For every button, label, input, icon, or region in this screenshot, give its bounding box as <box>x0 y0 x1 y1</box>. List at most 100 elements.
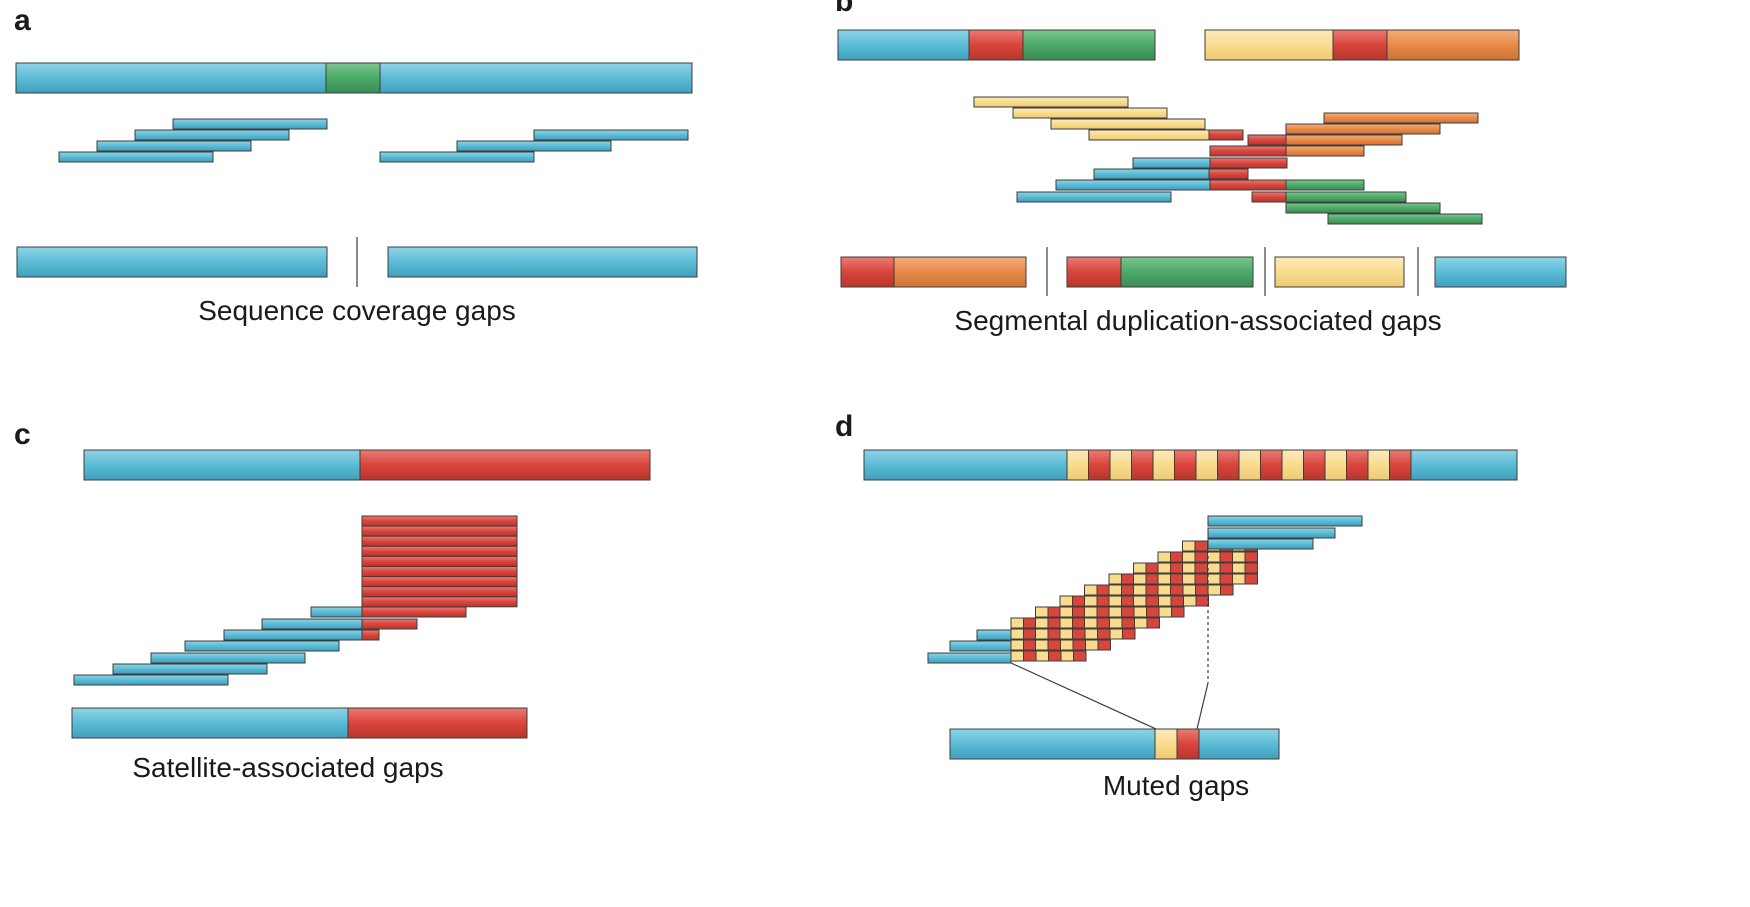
repeat-yellow-segment <box>1324 449 1347 481</box>
satellite-read <box>361 555 518 567</box>
repeat-orange-segment <box>1285 134 1403 146</box>
repeat-red-segment <box>1097 628 1111 640</box>
panel-a-graphics <box>15 62 698 287</box>
unique-sequence-segment <box>150 652 306 664</box>
repeat-yellow-segment <box>1232 551 1246 563</box>
repeat-yellow-segment <box>1108 606 1122 618</box>
satellite-read <box>361 566 518 577</box>
unique-sequence-segment <box>1410 449 1518 481</box>
repeat-red-segment <box>1244 562 1258 574</box>
repeat-red-segment <box>1208 168 1249 180</box>
sequencing-read <box>379 151 535 163</box>
unique-sequence-segment <box>1132 157 1211 169</box>
repeat-red-segment <box>1170 551 1184 563</box>
repeat-red-segment <box>1194 540 1208 552</box>
assembled-contig <box>71 707 528 739</box>
unique-sequence-segment <box>1055 179 1211 191</box>
unique-sequence-segment <box>927 652 1012 664</box>
collapse-connector-right <box>1196 682 1209 730</box>
repeat-yellow-segment <box>1010 617 1024 629</box>
unique-sequence-segment <box>949 728 1156 760</box>
repeat-yellow-segment <box>1207 584 1221 596</box>
repeat-yellow-segment <box>1010 639 1024 651</box>
unique-sequence-segment <box>837 29 970 61</box>
repeat-red-segment <box>1145 595 1159 607</box>
panel-b-letter: b <box>835 0 853 18</box>
repeat-yellow-segment <box>1232 562 1246 574</box>
repeat-red-segment <box>361 555 518 567</box>
repeat-yellow-segment <box>1088 129 1210 141</box>
unique-sequence-segment <box>15 62 327 94</box>
repeat-red-segment <box>1073 650 1087 662</box>
repeat-yellow-segment <box>1109 628 1123 640</box>
repeat-yellow-segment <box>1274 256 1405 288</box>
repeat-yellow-segment <box>1035 650 1049 662</box>
repeat-yellow-segment <box>1066 449 1089 481</box>
repeat-red-segment <box>1121 584 1135 596</box>
assembled-contig-left <box>16 246 328 278</box>
repeat-red-segment <box>1048 650 1062 662</box>
repeat-red-segment <box>1194 573 1208 585</box>
repeat-red-segment <box>1209 145 1287 157</box>
unique-sequence-segment <box>96 140 252 152</box>
repeat-yellow-segment <box>1281 449 1304 481</box>
repeat-red-segment <box>361 566 518 577</box>
assembled-contig-3 <box>1274 256 1405 288</box>
repeat-red-segment <box>1121 617 1135 629</box>
unique-sequence-segment <box>1198 728 1280 760</box>
tandem-repeat-read <box>1010 650 1087 662</box>
repeat-red-segment <box>361 596 518 608</box>
repeat-yellow-segment <box>1157 584 1171 596</box>
repeat-yellow-segment <box>1108 573 1122 585</box>
sequencing-read <box>1050 118 1206 130</box>
reference-contig <box>15 62 693 94</box>
repeat-red-segment <box>1047 606 1061 618</box>
sequencing-read <box>150 652 306 664</box>
repeat-red-segment <box>1219 573 1233 585</box>
repeat-yellow-segment <box>1204 29 1334 61</box>
sequencing-read <box>310 606 467 618</box>
repeat-red-segment <box>1170 573 1184 585</box>
repeat-red-segment <box>1072 639 1086 651</box>
assembled-contig-1 <box>840 256 1027 288</box>
repeat-red-segment <box>361 606 467 618</box>
repeat-yellow-segment <box>1133 584 1147 596</box>
repeat-red-segment <box>1097 639 1111 651</box>
sequencing-read <box>261 618 418 630</box>
repeat-yellow-segment <box>1183 595 1197 607</box>
satellite-read <box>361 576 518 588</box>
panel-d: d Muted gaps <box>835 410 1518 801</box>
unique-sequence-segment <box>223 629 363 641</box>
tandem-repeat-read <box>1182 551 1258 563</box>
repeat-yellow-segment <box>1207 573 1221 585</box>
repeat-red-segment <box>1145 562 1159 574</box>
repeat-red-segment <box>1096 584 1110 596</box>
repeat-yellow-segment <box>1158 606 1172 618</box>
repeat-yellow-segment <box>1238 449 1261 481</box>
repeat-red-segment <box>1023 617 1037 629</box>
repeat-green-segment <box>1327 213 1483 225</box>
panel-d-graphics <box>863 449 1518 760</box>
repeat-yellow-segment <box>1084 617 1098 629</box>
repeat-red-segment <box>1171 606 1185 618</box>
sequencing-read <box>1012 107 1168 119</box>
sequencing-read <box>973 96 1129 108</box>
repeat-red-segment <box>359 449 651 481</box>
repeat-yellow-segment <box>1195 449 1218 481</box>
repeat-yellow-segment <box>1232 573 1246 585</box>
unique-sequence-segment <box>71 707 349 739</box>
repeat-yellow-segment <box>1035 606 1049 618</box>
panel-a-caption: Sequence coverage gaps <box>198 295 516 326</box>
sequencing-read <box>58 151 214 163</box>
repeat-red-segment <box>361 586 518 598</box>
satellite-read <box>361 535 518 547</box>
sequencing-read <box>1251 191 1407 203</box>
repeat-red-segment <box>1244 551 1258 563</box>
repeat-yellow-segment <box>1084 606 1098 618</box>
sequencing-read <box>1088 129 1244 141</box>
repeat-yellow-segment <box>1182 551 1196 563</box>
repeat-red-segment <box>1208 129 1244 141</box>
repeat-red-segment <box>1145 573 1159 585</box>
panel-a: a Sequence coverage gaps <box>14 4 698 326</box>
reference-contig <box>83 449 651 481</box>
